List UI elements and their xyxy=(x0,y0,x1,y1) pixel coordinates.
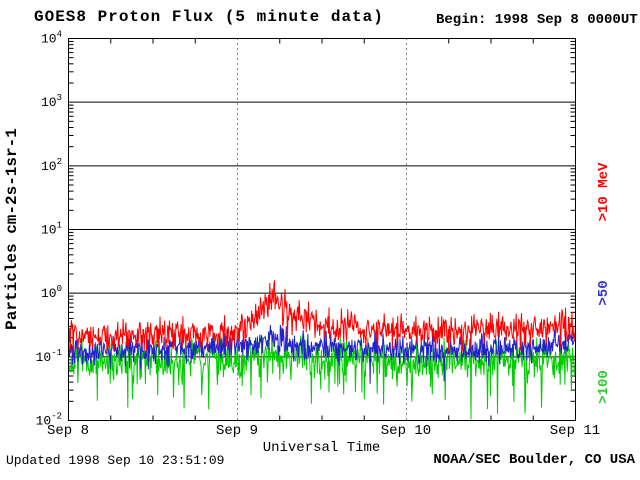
x-tick-sep10: Sep 10 xyxy=(380,423,432,439)
y-tick-label: 103 xyxy=(41,93,62,110)
y-tick-label: 100 xyxy=(41,284,62,301)
x-tick-sep8: Sep 8 xyxy=(46,423,89,439)
source-credit: NOAA/SEC Boulder, CO USA xyxy=(433,452,635,468)
legend-label-gt100: >100 xyxy=(596,370,612,404)
chart-title: GOES8 Proton Flux (5 minute data) xyxy=(34,8,384,26)
x-tick-sep9: Sep 9 xyxy=(215,423,258,439)
y-tick-label: 104 xyxy=(41,30,62,47)
y-tick-label: 10-1 xyxy=(36,348,62,365)
legend-label-gt50: >50 xyxy=(596,280,612,305)
y-tick-label: 101 xyxy=(41,221,62,238)
y-tick-label: 102 xyxy=(41,157,62,174)
begin-timestamp-label: Begin: 1998 Sep 8 0000UT xyxy=(436,12,638,28)
updated-timestamp: Updated 1998 Sep 10 23:51:09 xyxy=(6,453,225,468)
y-tick-label: 10-2 xyxy=(36,412,62,429)
plot-generated-layer: 104 103 102 101 100 10-1 10-2 xyxy=(36,30,576,429)
x-tick-sep11: Sep 11 xyxy=(549,423,601,439)
legend-label-gt10mev: >10 MeV xyxy=(596,162,612,221)
x-axis-label: Universal Time xyxy=(262,440,381,456)
series-line-10mev xyxy=(68,280,576,354)
plot-frame xyxy=(68,38,576,421)
y-axis-label: Particles cm-2s-1sr-1 xyxy=(3,128,21,330)
series-line-50 xyxy=(68,324,576,384)
